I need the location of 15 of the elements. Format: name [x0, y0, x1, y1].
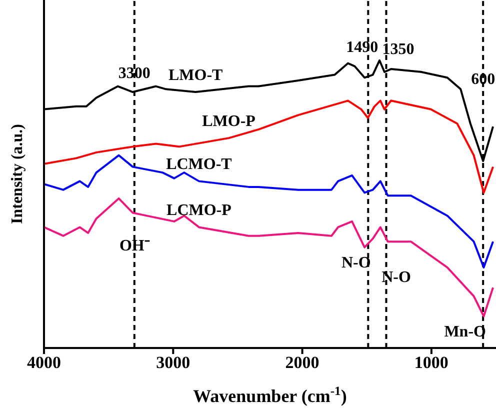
y-axis-title: Intensity (a.u.)	[9, 124, 26, 224]
x-axis-title: Wavenumber (cm$^{-1}$)	[193, 384, 347, 406]
annotation: N-O	[382, 269, 411, 286]
series-label: LMO-T	[168, 67, 224, 84]
x-tick-label: 3000	[156, 353, 190, 372]
x-tick-label: 2000	[285, 353, 320, 372]
series-label: LMO-P	[202, 113, 256, 130]
series-label: LCMO-T	[166, 156, 232, 174]
x-tick-label: 1000	[414, 353, 448, 372]
series-label: LCMO-P	[166, 202, 232, 220]
ref-line-label: 3300	[118, 65, 150, 82]
x-tick-label: 4000	[27, 353, 61, 372]
annotation: Mn-O	[444, 324, 486, 341]
ref-line-label: 600	[471, 71, 496, 88]
ref-line-label: 1490	[346, 39, 378, 56]
